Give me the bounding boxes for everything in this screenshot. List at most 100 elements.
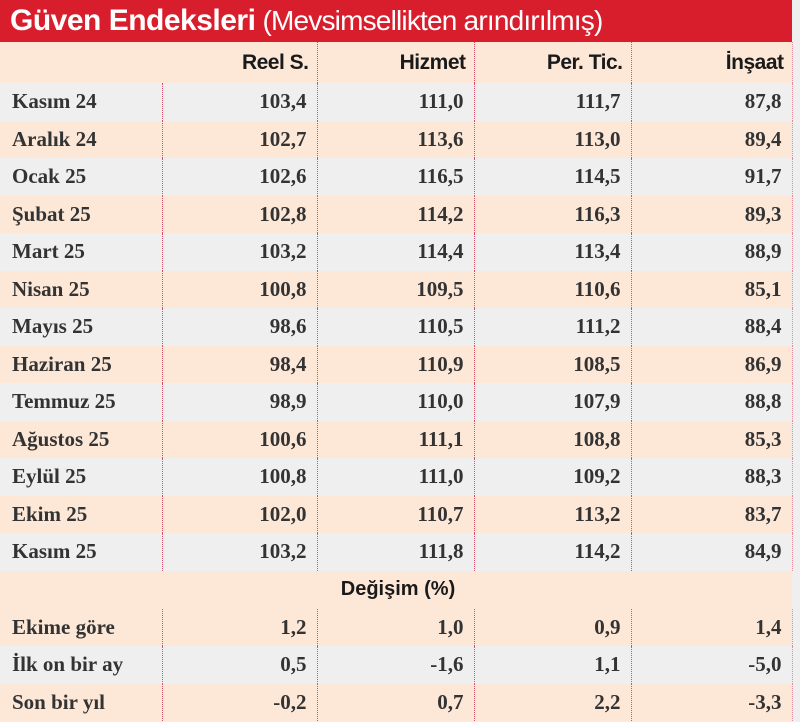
hizmet-value: 111,8: [317, 533, 475, 571]
row-label: Nisan 25: [0, 270, 163, 308]
insaat-value: 89,4: [631, 120, 793, 158]
row-label: Temmuz 25: [0, 383, 163, 421]
hizmet-value: 1,0: [317, 608, 475, 646]
row-label: Ekim 25: [0, 495, 163, 533]
table-row: Son bir yıl -0,2 0,7 2,2 -3,3: [0, 683, 793, 721]
insaat-value: 84,9: [631, 533, 793, 571]
hizmet-value: 111,0: [317, 83, 475, 121]
perakende-ticaret-value: 113,2: [474, 495, 632, 533]
title-main: Güven Endeksleri: [10, 4, 256, 37]
reel-sektor-value: 102,7: [162, 120, 318, 158]
perakende-ticaret-value: 113,0: [474, 120, 632, 158]
table-row: İlk on bir ay 0,5 -1,6 1,1 -5,0: [0, 646, 793, 684]
perakende-ticaret-value: 113,4: [474, 233, 632, 271]
row-label: Eylül 25: [0, 458, 163, 496]
insaat-value: 88,8: [631, 383, 793, 421]
row-label: Son bir yıl: [0, 683, 163, 721]
reel-sektor-value: 103,2: [162, 233, 318, 271]
table-row: Kasım 24 103,4 111,0 111,7 87,8: [0, 83, 793, 121]
reel-sektor-value: 102,0: [162, 495, 318, 533]
insaat-value: -3,3: [631, 683, 793, 721]
change-section-label: Değişim (%): [0, 570, 792, 609]
perakende-ticaret-value: 0,9: [474, 608, 632, 646]
perakende-ticaret-value: 111,2: [474, 308, 632, 346]
hizmet-value: 0,7: [317, 683, 475, 721]
header-reel-sektor: Reel S.: [162, 42, 318, 83]
row-label: Kasım 24: [0, 83, 163, 121]
perakende-ticaret-value: 108,5: [474, 345, 632, 383]
confidence-index-table: Reel S. Hizmet Per. Tic. İnşaat Kasım 24…: [0, 42, 793, 721]
header-insaat: İnşaat: [631, 42, 793, 83]
insaat-value: 87,8: [631, 83, 793, 121]
change-section-header: Değişim (%): [0, 570, 792, 609]
reel-sektor-value: 100,6: [162, 420, 318, 458]
row-label: Şubat 25: [0, 195, 163, 233]
row-label: Mayıs 25: [0, 308, 163, 346]
hizmet-value: 110,5: [317, 308, 475, 346]
row-label: Ocak 25: [0, 158, 163, 196]
perakende-ticaret-value: 110,6: [474, 270, 632, 308]
perakende-ticaret-value: 109,2: [474, 458, 632, 496]
perakende-ticaret-value: 107,9: [474, 383, 632, 421]
table-row: Şubat 25 102,8 114,2 116,3 89,3: [0, 195, 793, 233]
row-label: Aralık 24: [0, 120, 163, 158]
hizmet-value: 116,5: [317, 158, 475, 196]
reel-sektor-value: 100,8: [162, 270, 318, 308]
title-subtitle: (Mevsimsellikten arındırılmış): [262, 5, 603, 36]
perakende-ticaret-value: 116,3: [474, 195, 632, 233]
reel-sektor-value: 98,4: [162, 345, 318, 383]
reel-sektor-value: 1,2: [162, 608, 318, 646]
table-row: Mart 25 103,2 114,4 113,4 88,9: [0, 233, 793, 271]
table-row: Eylül 25 100,8 111,0 109,2 88,3: [0, 458, 793, 496]
row-label: İlk on bir ay: [0, 646, 163, 684]
table-row: Ekim 25 102,0 110,7 113,2 83,7: [0, 495, 793, 533]
title-bar: Güven Endeksleri (Mevsimsellikten arındı…: [0, 0, 792, 42]
header-row: Reel S. Hizmet Per. Tic. İnşaat: [0, 42, 793, 83]
hizmet-value: 110,0: [317, 383, 475, 421]
table-row: Haziran 25 98,4 110,9 108,5 86,9: [0, 345, 793, 383]
header-hizmet: Hizmet: [317, 42, 475, 83]
insaat-value: 1,4: [631, 608, 793, 646]
insaat-value: -5,0: [631, 646, 793, 684]
insaat-value: 89,3: [631, 195, 793, 233]
insaat-value: 88,4: [631, 308, 793, 346]
hizmet-value: 111,1: [317, 420, 475, 458]
header-period: [0, 42, 162, 83]
table-row: Kasım 25 103,2 111,8 114,2 84,9: [0, 533, 793, 571]
table-row: Ocak 25 102,6 116,5 114,5 91,7: [0, 158, 793, 196]
insaat-value: 85,1: [631, 270, 793, 308]
perakende-ticaret-value: 114,5: [474, 158, 632, 196]
perakende-ticaret-value: 114,2: [474, 533, 632, 571]
table-row: Ekime göre 1,2 1,0 0,9 1,4: [0, 608, 793, 646]
insaat-value: 88,3: [631, 458, 793, 496]
row-label: Ağustos 25: [0, 420, 163, 458]
table-row: Aralık 24 102,7 113,6 113,0 89,4: [0, 120, 793, 158]
insaat-value: 86,9: [631, 345, 793, 383]
table-row: Temmuz 25 98,9 110,0 107,9 88,8: [0, 383, 793, 421]
row-label: Ekime göre: [0, 608, 163, 646]
reel-sektor-value: 0,5: [162, 646, 318, 684]
reel-sektor-value: 98,6: [162, 308, 318, 346]
reel-sektor-value: 102,6: [162, 158, 318, 196]
reel-sektor-value: 103,2: [162, 533, 318, 571]
hizmet-value: 114,4: [317, 233, 475, 271]
reel-sektor-value: 98,9: [162, 383, 318, 421]
insaat-value: 83,7: [631, 495, 793, 533]
hizmet-value: 111,0: [317, 458, 475, 496]
reel-sektor-value: 100,8: [162, 458, 318, 496]
reel-sektor-value: 103,4: [162, 83, 318, 121]
header-perakende-ticaret: Per. Tic.: [474, 42, 632, 83]
reel-sektor-value: -0,2: [162, 683, 318, 721]
row-label: Haziran 25: [0, 345, 163, 383]
perakende-ticaret-value: 111,7: [474, 83, 632, 121]
hizmet-value: 109,5: [317, 270, 475, 308]
hizmet-value: 114,2: [317, 195, 475, 233]
hizmet-value: 110,7: [317, 495, 475, 533]
perakende-ticaret-value: 1,1: [474, 646, 632, 684]
insaat-value: 85,3: [631, 420, 793, 458]
table-row: Mayıs 25 98,6 110,5 111,2 88,4: [0, 308, 793, 346]
hizmet-value: 113,6: [317, 120, 475, 158]
table-row: Nisan 25 100,8 109,5 110,6 85,1: [0, 270, 793, 308]
hizmet-value: 110,9: [317, 345, 475, 383]
hizmet-value: -1,6: [317, 646, 475, 684]
